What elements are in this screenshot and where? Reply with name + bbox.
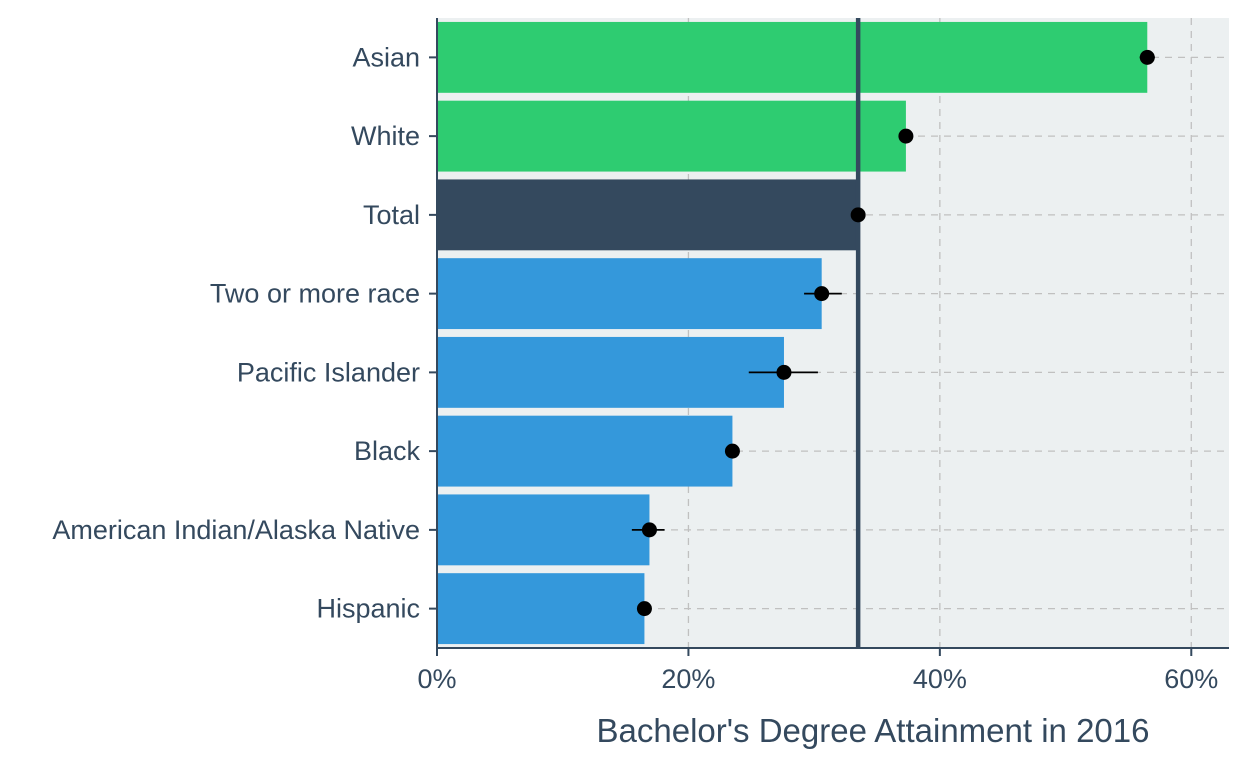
data-point [1139, 49, 1155, 65]
x-tick-label: 0% [417, 664, 456, 694]
category-label: White [351, 121, 420, 151]
category-label: Two or more race [210, 279, 420, 309]
category-label: Black [354, 436, 421, 466]
category-label: Asian [352, 42, 420, 72]
data-point [776, 364, 792, 380]
x-axis-title: Bachelor's Degree Attainment in 2016 [597, 712, 1150, 749]
x-tick-label: 20% [661, 664, 715, 694]
category-label: Total [363, 200, 420, 230]
data-point [636, 601, 652, 617]
category-label: Pacific Islander [237, 357, 420, 387]
data-point [641, 522, 657, 538]
bar-white [437, 100, 906, 172]
bar-black [437, 415, 733, 487]
x-tick-label: 40% [913, 664, 967, 694]
bar-total [437, 179, 859, 251]
x-tick-label: 60% [1164, 664, 1218, 694]
bar-american-indian-alaska-native [437, 494, 650, 566]
data-point [814, 286, 830, 302]
bar-two-or-more-race [437, 258, 822, 330]
category-label: Hispanic [316, 594, 420, 624]
data-point [724, 443, 740, 459]
category-label: American Indian/Alaska Native [52, 515, 420, 545]
data-point [898, 128, 914, 144]
bar-pacific-islander [437, 336, 784, 408]
data-point [850, 207, 866, 223]
bar-asian [437, 21, 1148, 93]
bar-hispanic [437, 573, 645, 645]
